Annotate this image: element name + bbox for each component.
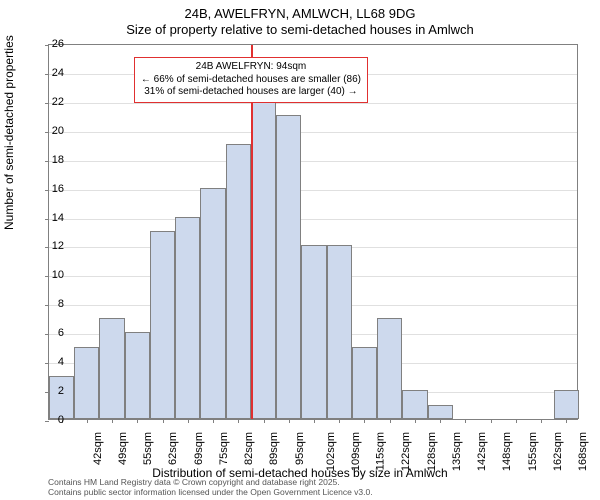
x-tick-mark [491,419,492,423]
x-tick-label: 55sqm [142,432,154,465]
y-tick-label: 26 [40,38,64,50]
y-tick-label: 20 [40,125,64,137]
gridline-y [49,219,577,220]
histogram-bar [301,245,326,419]
y-tick-label: 8 [40,298,64,310]
x-tick-label: 122sqm [401,432,413,471]
title-line-2: Size of property relative to semi-detach… [0,22,600,38]
histogram-bar [150,231,175,419]
histogram-bar [99,318,124,419]
x-tick-label: 62sqm [167,432,179,465]
x-tick-label: 82sqm [243,432,255,465]
chart-area: 24B AWELFRYN: 94sqm← 66% of semi-detache… [48,44,578,420]
x-tick-mark [289,419,290,423]
y-tick-label: 22 [40,96,64,108]
y-tick-label: 6 [40,327,64,339]
y-tick-label: 14 [40,212,64,224]
histogram-bar [226,144,251,419]
title-line-1: 24B, AWELFRYN, AMLWCH, LL68 9DG [0,6,600,22]
x-tick-label: 75sqm [218,432,230,465]
x-tick-mark [87,419,88,423]
x-tick-mark [339,419,340,423]
histogram-bar [554,390,579,419]
histogram-bar [428,405,453,419]
x-tick-mark [213,419,214,423]
y-tick-label: 16 [40,183,64,195]
annotation-line: 31% of semi-detached houses are larger (… [141,86,361,99]
plot-area: 24B AWELFRYN: 94sqm← 66% of semi-detache… [48,44,578,420]
histogram-bar [251,101,276,419]
x-tick-mark [440,419,441,423]
footer-attribution: Contains HM Land Registry data © Crown c… [48,478,373,498]
y-tick-label: 10 [40,269,64,281]
x-tick-label: 89sqm [268,432,280,465]
histogram-bar [175,217,200,419]
x-tick-mark [238,419,239,423]
x-tick-mark [390,419,391,423]
x-tick-label: 109sqm [350,432,362,471]
gridline-y [49,190,577,191]
gridline-y [49,161,577,162]
x-tick-mark [112,419,113,423]
x-tick-label: 42sqm [92,432,104,465]
annotation-box: 24B AWELFRYN: 94sqm← 66% of semi-detache… [134,57,368,103]
x-tick-mark [314,419,315,423]
x-tick-mark [188,419,189,423]
x-tick-label: 49sqm [117,432,129,465]
x-tick-label: 95sqm [294,432,306,465]
x-tick-label: 162sqm [552,432,564,471]
histogram-bar [74,347,99,419]
gridline-y [49,132,577,133]
x-tick-label: 69sqm [193,432,205,465]
x-tick-mark [163,419,164,423]
gridline-y [49,103,577,104]
x-tick-label: 115sqm [375,432,387,470]
chart-title-block: 24B, AWELFRYN, AMLWCH, LL68 9DG Size of … [0,0,600,37]
x-tick-label: 168sqm [577,432,589,471]
histogram-bar [276,115,301,419]
x-tick-mark [415,419,416,423]
x-tick-label: 155sqm [527,432,539,471]
x-tick-mark [516,419,517,423]
histogram-bar [200,188,225,419]
x-tick-label: 142sqm [476,432,488,471]
histogram-bar [49,376,74,419]
annotation-line: ← 66% of semi-detached houses are smalle… [141,74,361,87]
x-tick-label: 148sqm [502,432,514,471]
histogram-bar [402,390,427,419]
histogram-bar [327,245,352,419]
x-tick-mark [137,419,138,423]
y-tick-label: 0 [40,414,64,426]
y-axis-label: Number of semi-detached properties [2,35,16,230]
y-tick-label: 4 [40,356,64,368]
y-tick-label: 2 [40,385,64,397]
histogram-bar [125,332,150,419]
annotation-line: 24B AWELFRYN: 94sqm [141,61,361,74]
footer-line-2: Contains public sector information licen… [48,488,373,498]
x-tick-mark [264,419,265,423]
x-tick-label: 102sqm [325,432,337,471]
histogram-bar [352,347,377,419]
x-tick-mark [465,419,466,423]
x-tick-label: 135sqm [451,432,463,471]
histogram-bar [377,318,402,419]
y-tick-label: 18 [40,154,64,166]
x-tick-mark [566,419,567,423]
x-tick-label: 128sqm [426,432,438,471]
y-tick-label: 24 [40,67,64,79]
x-tick-mark [364,419,365,423]
x-tick-mark [541,419,542,423]
y-tick-label: 12 [40,240,64,252]
